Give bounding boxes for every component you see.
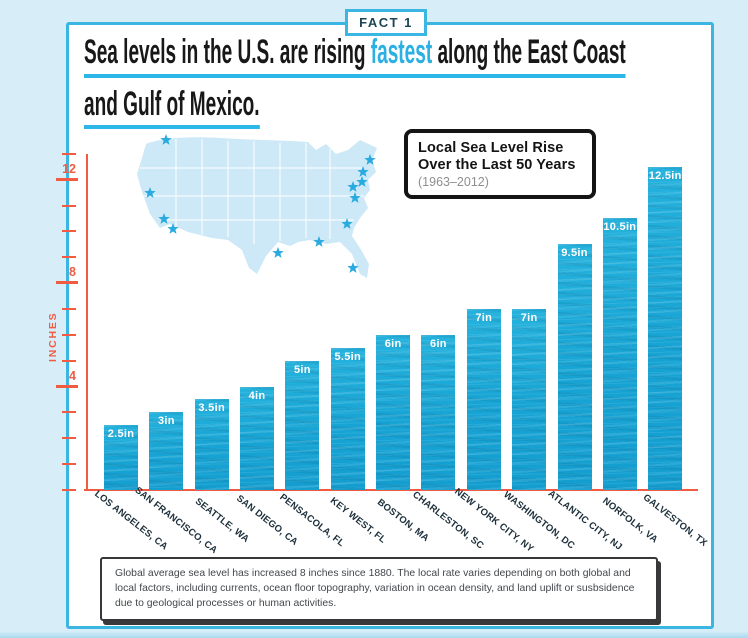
bar-los-angeles-ca: 2.5in [104, 425, 138, 490]
x-axis-baseline [84, 489, 698, 491]
title-text-line2: and Gulf of Mexico. [84, 84, 260, 123]
bar-value-label: 6in [430, 337, 447, 350]
bar-value-label: 5.5in [334, 350, 362, 363]
y-axis-title: INCHES [47, 311, 59, 362]
bar-washington-dc: 7in [512, 308, 547, 490]
y-axis-tick [56, 177, 78, 181]
state-borders [140, 139, 364, 244]
bar-new-york-city-ny: 7in [466, 308, 501, 490]
bar-san-diego-ca: 4in [240, 386, 275, 490]
bar-norfolk-va: 10.5in [602, 218, 637, 490]
y-axis-line [86, 154, 88, 490]
star-icon-new-york-city-ny [357, 166, 369, 177]
title-line-1: Sea levels in the U.S. are rising fastes… [84, 34, 748, 78]
y-axis-tick [62, 256, 76, 259]
bar-value-label: 12.5in [648, 169, 682, 182]
bar-key-west-fl: 5.5in [330, 347, 365, 490]
star-icon-key-west-fl [347, 262, 359, 273]
star-icon-washington-dc [349, 192, 361, 203]
bar-value-label: 5in [293, 363, 311, 376]
star-icon-boston-ma [364, 154, 376, 165]
bar-atlantic-city-nj: 9.5in [557, 244, 592, 490]
star-icon-galveston-tx [272, 247, 284, 258]
bar-value-label: 7in [520, 311, 538, 324]
y-axis-tick [56, 384, 78, 388]
y-axis-tick [62, 204, 76, 207]
title-line-2: and Gulf of Mexico. [84, 86, 748, 130]
bar-value-label: 6in [384, 337, 402, 350]
chart-title-years: (1963–2012) [418, 175, 489, 190]
y-axis-tick [62, 411, 76, 414]
y-axis-tick-label: 4 [69, 368, 76, 383]
fact-badge: FACT 1 [345, 9, 427, 36]
y-axis-tick [62, 463, 76, 466]
star-icon-san-francisco-ca [144, 187, 156, 198]
star-icon-atlantic-city-nj [356, 176, 368, 187]
bar-value-label: 9.5in [561, 247, 588, 260]
y-axis-tick [62, 152, 76, 155]
page-title: Sea levels in the U.S. are rising fastes… [84, 34, 748, 137]
bar-value-label: 3in [157, 415, 175, 428]
title-highlight: fastest [370, 33, 433, 71]
bar-boston-ma: 6in [376, 334, 411, 490]
title-text-pre: Sea levels in the U.S. are rising [84, 33, 371, 71]
bar-value-label: 3.5in [198, 402, 225, 415]
footnote-text: Global average sea level has increased 8… [115, 568, 635, 609]
y-axis-tick [62, 333, 76, 336]
y-axis-tick [62, 437, 76, 440]
star-icon-pensacola-fl [313, 236, 325, 247]
y-axis-tick [62, 359, 76, 362]
us-map-outline [137, 137, 377, 278]
bar-seattle-wa: 3.5in [194, 399, 229, 490]
bar-value-label: 2.5in [107, 428, 135, 441]
star-icon-norfolk-va [347, 181, 359, 192]
us-map [137, 134, 377, 278]
bar-value-label: 7in [475, 311, 493, 324]
star-icon-seattle-wa [160, 134, 172, 145]
star-icon-los-angeles-ca [158, 213, 170, 224]
bar-galveston-tx: 12.5in [648, 166, 683, 490]
y-axis-tick-label: 12 [62, 161, 76, 176]
bar-value-label: 4in [248, 389, 266, 402]
y-axis-tick [62, 230, 76, 233]
footnote-box: Global average sea level has increased 8… [100, 557, 658, 622]
bar-san-francisco-ca: 3in [149, 412, 184, 490]
chart-title-box: Local Sea Level Rise Over the Last 50 Ye… [404, 129, 596, 200]
bar-charleston-sc: 6in [421, 334, 456, 490]
title-text-post: along the East Coast [432, 33, 626, 71]
bottom-edge-strip [0, 631, 748, 638]
bar-pensacola-fl: 5in [285, 360, 320, 490]
bar-value-label: 10.5in [603, 221, 637, 234]
y-axis-tick [62, 307, 76, 310]
star-icon-san-diego-ca [167, 223, 179, 234]
fact-badge-label: FACT 1 [359, 15, 413, 30]
chart-title-line-2: Over the Last 50 Years [418, 156, 576, 173]
star-icon-charleston-sc [341, 218, 353, 229]
y-axis-tick [56, 281, 78, 285]
y-axis-tick [62, 489, 76, 491]
chart-title-line-1: Local Sea Level Rise [418, 140, 564, 156]
y-axis-tick-label: 8 [69, 265, 76, 280]
map-star-markers [144, 134, 376, 273]
